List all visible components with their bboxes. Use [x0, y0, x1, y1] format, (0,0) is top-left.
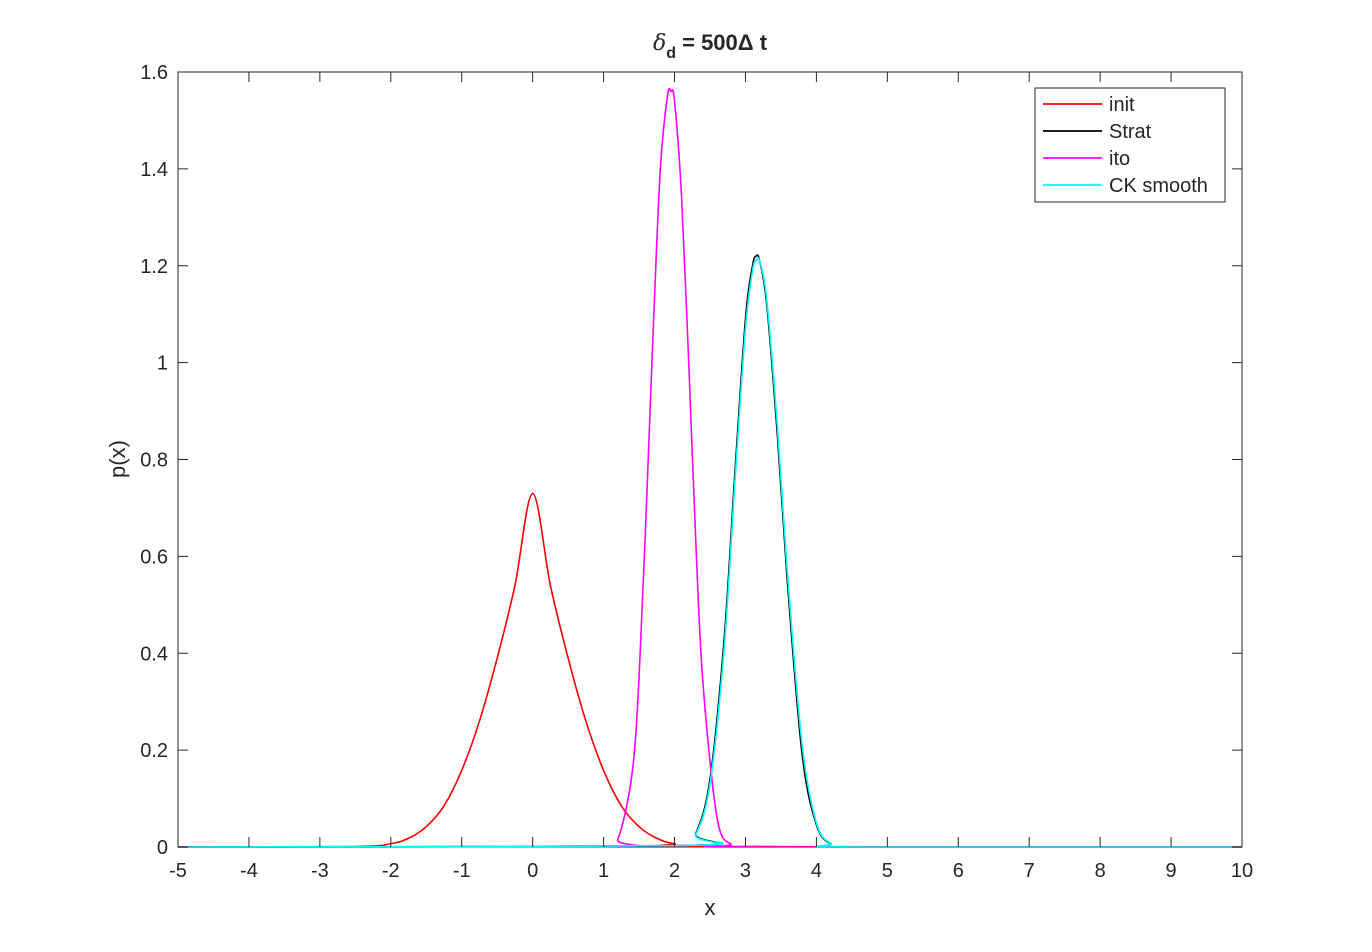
x-tick-label: 9	[1166, 860, 1177, 882]
series-line-ck-smooth	[177, 256, 1242, 848]
y-tick-label: 1.6	[140, 62, 168, 84]
y-tick-label: 0.6	[140, 546, 168, 568]
title-rest: = 500Δ t	[676, 30, 768, 55]
x-tick-label: 0	[527, 860, 538, 882]
legend-label: CK smooth	[1109, 175, 1208, 197]
legend: init Strat ito CK smooth	[1034, 87, 1226, 203]
x-tick-label: 3	[740, 860, 751, 882]
series-line-ito	[177, 87, 1242, 848]
legend-item-init: init	[1043, 94, 1135, 116]
x-axis-label: x	[705, 895, 716, 920]
title-symbol: δ	[653, 31, 666, 56]
x-tick-label: 7	[1024, 860, 1035, 882]
x-tick-label: -5	[169, 860, 187, 882]
x-tick-label: -3	[311, 860, 329, 882]
y-tick-label: 0.4	[140, 643, 168, 665]
y-tick-label: 1	[157, 353, 168, 375]
x-tick-label: 8	[1095, 860, 1106, 882]
legend-item-ck-smooth: CK smooth	[1043, 175, 1208, 197]
x-tick-label: 10	[1231, 860, 1253, 882]
title-subscript: d	[666, 45, 676, 62]
y-axis-label: p(x)	[105, 440, 130, 478]
y-tick-label: 1.4	[140, 159, 168, 181]
legend-label: Strat	[1109, 121, 1152, 143]
legend-label: ito	[1109, 148, 1130, 170]
chart-title: δd = 500Δ t	[653, 30, 768, 62]
legend-box	[1034, 87, 1226, 203]
legend-label: init	[1109, 94, 1135, 116]
x-tick-label: 2	[669, 860, 680, 882]
x-tick-label: -1	[453, 860, 471, 882]
x-tick-label: 1	[598, 860, 609, 882]
y-tick-label: 0	[157, 837, 168, 859]
x-tick-label: 5	[882, 860, 893, 882]
x-tick-label: -4	[240, 860, 258, 882]
legend-item-ito: ito	[1043, 148, 1130, 170]
legend-item-strat: Strat	[1043, 121, 1152, 143]
svg-text:δd = 500Δ t: δd = 500Δ t	[653, 30, 768, 62]
y-tick-label: 0.8	[140, 450, 168, 472]
x-tick-label: 4	[811, 860, 822, 882]
ticks-layer: -5 -4 -3 -2 -1 0 1 2 3 4 5 6 7 8 9 10 0 0.2 0.4 0.6 0.8 1 1.2 1…	[140, 62, 1253, 882]
x-tick-label: 6	[953, 860, 964, 882]
y-tick-label: 0.2	[140, 740, 168, 762]
y-tick-label: 1.2	[140, 256, 168, 278]
x-tick-label: -2	[382, 860, 400, 882]
